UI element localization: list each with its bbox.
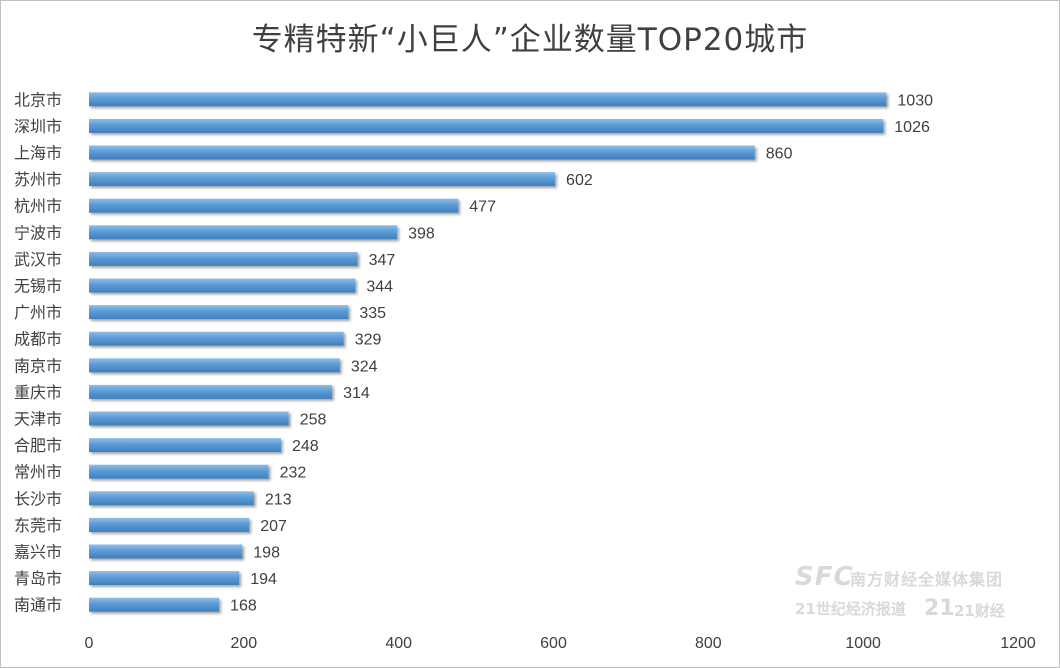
chart-title: 专精特新“小巨人”企业数量TOP20城市 <box>251 22 809 58</box>
category-label-2: 深圳市 <box>14 117 62 136</box>
category-label-3: 上海市 <box>14 144 62 163</box>
data-label-4: 602 <box>566 172 593 189</box>
category-label-9: 广州市 <box>14 303 62 322</box>
data-label-9: 335 <box>359 305 386 322</box>
category-label-19: 青岛市 <box>14 569 62 588</box>
data-label-18: 198 <box>253 545 280 562</box>
data-label-6: 398 <box>408 225 435 242</box>
bar-7 <box>89 251 358 266</box>
bar-16 <box>89 491 254 506</box>
category-label-10: 成都市 <box>14 330 62 349</box>
data-label-2: 1026 <box>894 119 930 136</box>
data-label-10: 329 <box>355 332 382 349</box>
data-label-7: 347 <box>369 252 396 269</box>
category-label-11: 南京市 <box>14 356 62 375</box>
data-label-15: 232 <box>280 465 307 482</box>
x-tick-label-3: 400 <box>385 635 412 652</box>
bar-17 <box>89 517 250 532</box>
bar-11 <box>89 358 340 373</box>
bar-5 <box>89 198 459 213</box>
bar-14 <box>89 438 281 453</box>
x-tick-label-6: 1000 <box>845 635 881 652</box>
category-label-7: 武汉市 <box>14 250 62 269</box>
watermark-brand: SFC <box>795 562 854 592</box>
watermark-app: 21财经 <box>954 602 1005 620</box>
data-label-14: 248 <box>292 438 319 455</box>
bar-19 <box>89 571 240 586</box>
data-label-5: 477 <box>469 199 496 216</box>
bar-12 <box>89 384 333 399</box>
data-label-17: 207 <box>260 518 287 535</box>
x-tick-label-5: 800 <box>695 635 722 652</box>
data-label-12: 314 <box>343 385 370 402</box>
x-tick-label-2: 200 <box>230 635 257 652</box>
bar-18 <box>89 544 243 559</box>
category-label-12: 重庆市 <box>14 383 62 402</box>
category-label-16: 长沙市 <box>14 489 62 508</box>
watermark-logo: 21 <box>924 596 955 621</box>
category-label-14: 合肥市 <box>14 436 62 455</box>
data-label-1: 1030 <box>897 92 933 109</box>
category-label-8: 无锡市 <box>14 277 62 296</box>
bar-10 <box>89 331 344 346</box>
bar-2 <box>89 118 884 133</box>
bar-4 <box>89 172 556 187</box>
watermark-paper: 21世纪经济报道 <box>795 600 906 618</box>
bar-3 <box>89 145 755 160</box>
bar-9 <box>89 305 349 320</box>
data-label-11: 324 <box>351 358 378 375</box>
data-label-8: 344 <box>366 279 393 296</box>
bar-20 <box>89 597 220 612</box>
category-label-1: 北京市 <box>14 90 62 109</box>
bar-6 <box>89 225 398 240</box>
x-tick-label-4: 600 <box>540 635 567 652</box>
watermark-group: 南方财经全媒体集团 <box>850 570 1004 589</box>
category-label-5: 杭州市 <box>14 197 62 216</box>
category-label-20: 南通市 <box>14 596 62 615</box>
bar-15 <box>89 464 269 479</box>
data-label-16: 213 <box>265 491 292 508</box>
category-label-15: 常州市 <box>14 463 62 482</box>
bar-1 <box>89 92 887 107</box>
bar-13 <box>89 411 289 426</box>
data-label-3: 860 <box>766 146 793 163</box>
category-label-18: 嘉兴市 <box>14 543 62 562</box>
category-label-17: 东莞市 <box>14 516 62 535</box>
x-tick-label-7: 1200 <box>1000 635 1036 652</box>
x-tick-label-1: 0 <box>85 635 94 652</box>
data-label-13: 258 <box>300 412 327 429</box>
bar-8 <box>89 278 356 293</box>
category-label-13: 天津市 <box>14 410 62 429</box>
data-label-19: 194 <box>250 571 277 588</box>
category-label-4: 苏州市 <box>14 170 62 189</box>
category-label-6: 宁波市 <box>14 223 62 242</box>
data-label-20: 168 <box>230 598 257 615</box>
